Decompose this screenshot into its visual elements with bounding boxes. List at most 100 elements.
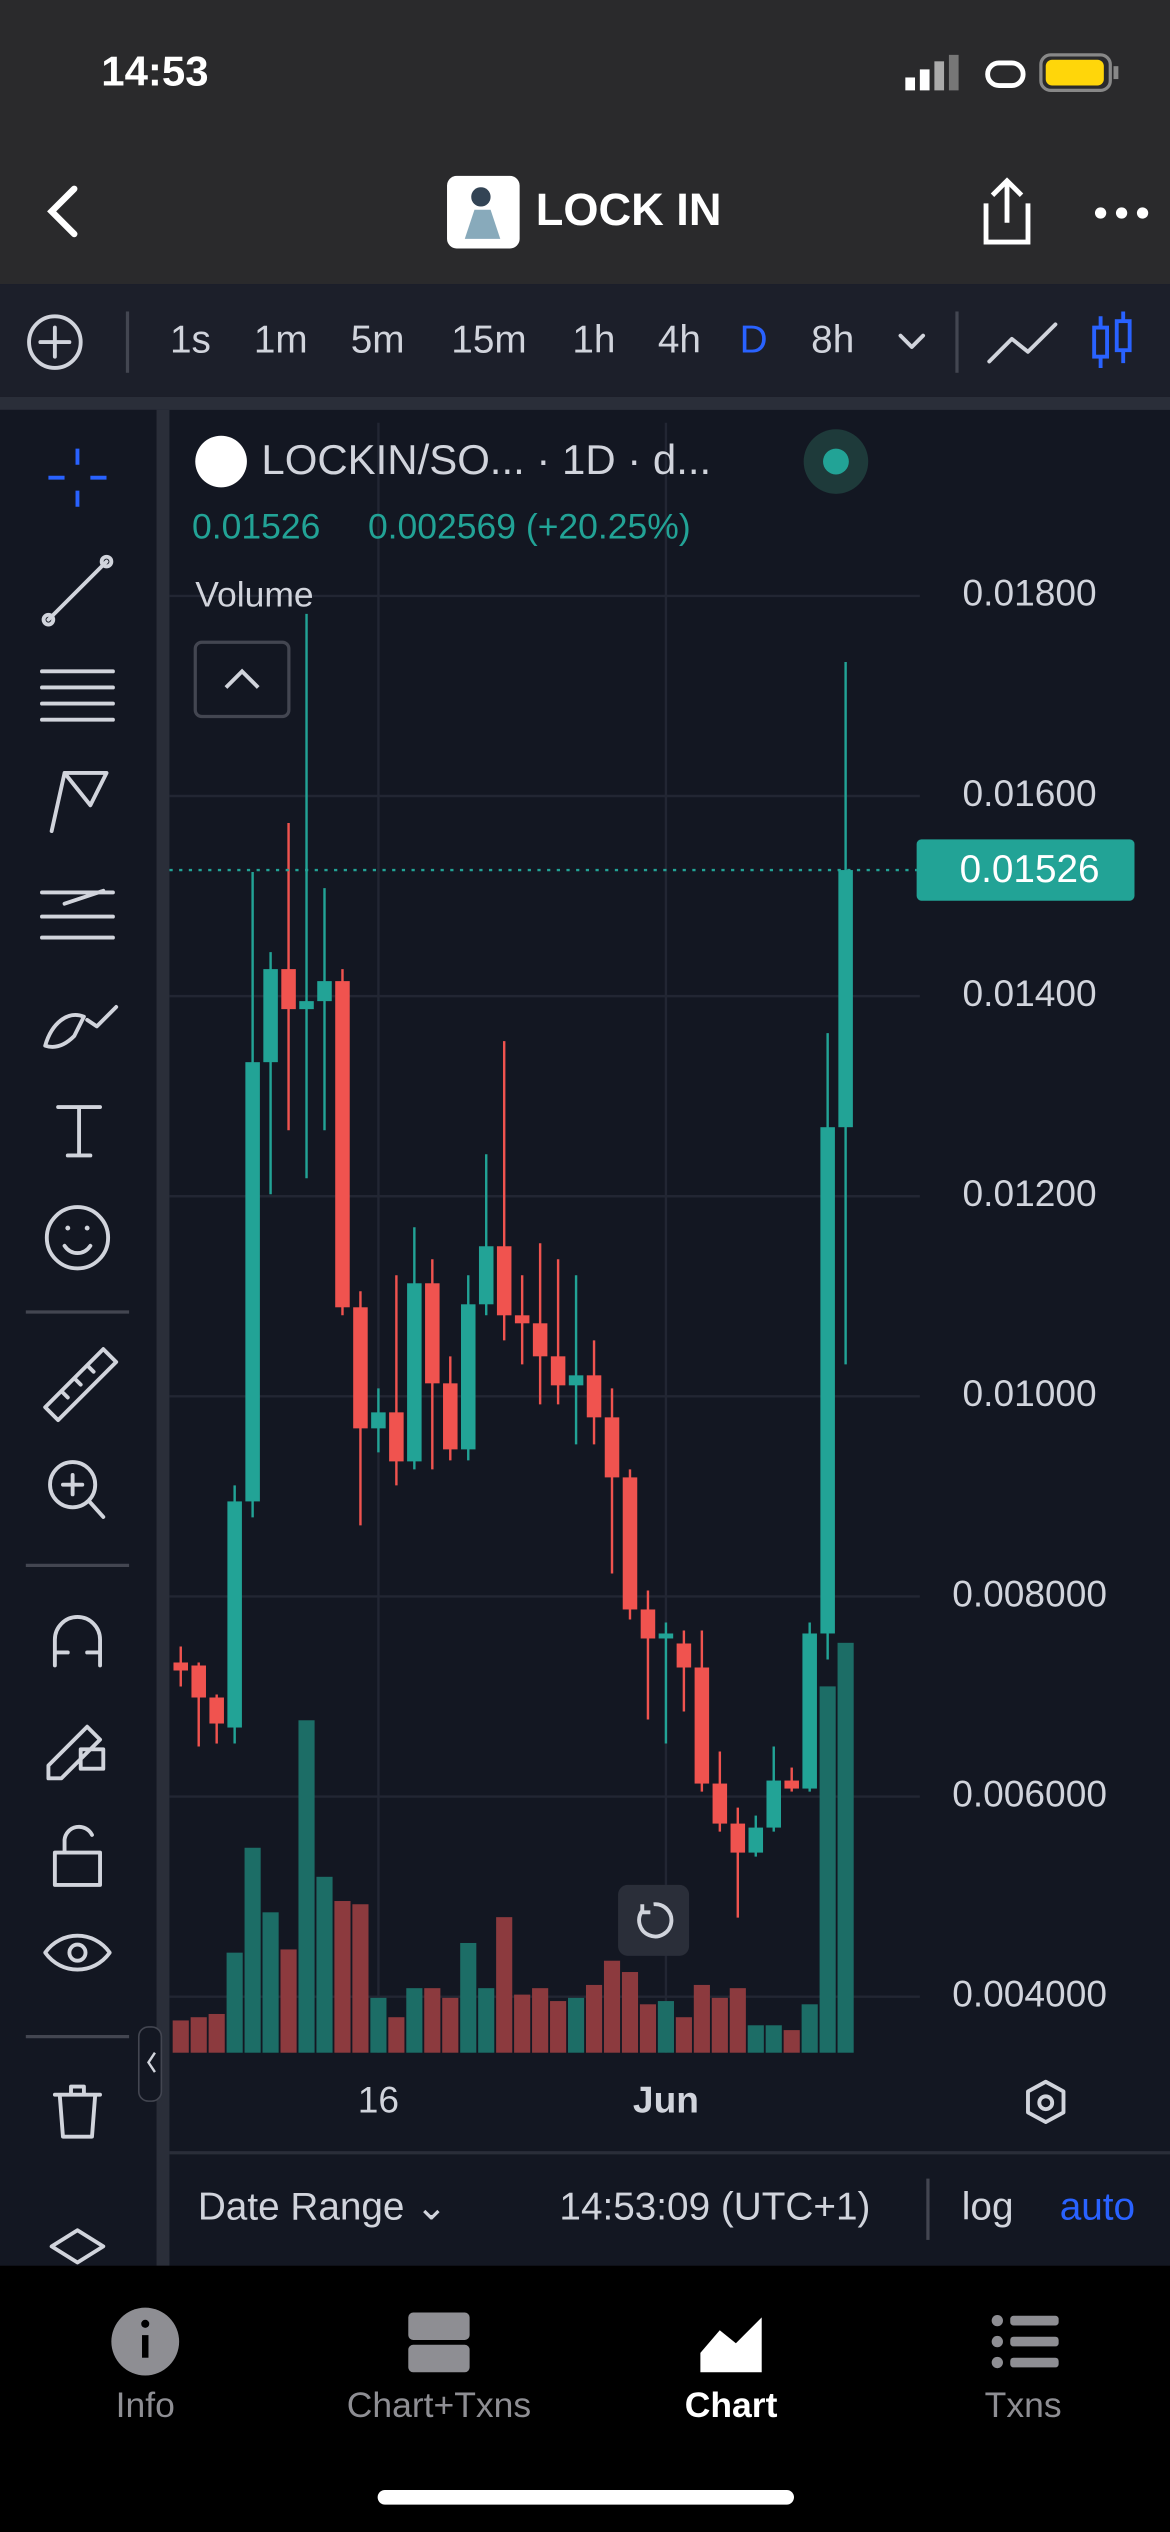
timeframe[interactable]: 5m xyxy=(351,318,405,361)
reset-button[interactable] xyxy=(618,1884,690,1956)
volume-bar xyxy=(765,2025,782,2053)
volume-bar xyxy=(226,1952,243,2053)
last-price-tag xyxy=(916,839,1135,901)
timeframe[interactable]: 15m xyxy=(451,318,526,361)
status-icons xyxy=(905,53,1119,92)
volume-bar xyxy=(370,1997,387,2053)
legend-price: 0.01526 xyxy=(192,507,320,547)
volume-bar xyxy=(675,2017,692,2053)
volume-bar xyxy=(639,2004,657,2053)
candle-body xyxy=(281,969,296,1010)
volume-bar xyxy=(747,2025,764,2053)
candle-body xyxy=(173,1662,189,1671)
tab-label[interactable]: Chart xyxy=(685,2385,778,2425)
collapse-toolbar[interactable] xyxy=(137,2026,163,2102)
legend-symbol: LOCKIN/SO... · 1D · d... xyxy=(261,436,711,483)
candle-body xyxy=(712,1783,728,1824)
volume-label: Volume xyxy=(195,574,313,614)
timeframe-more[interactable] xyxy=(898,333,926,349)
y-tick-label: 0.01400 xyxy=(963,972,1097,1014)
date-range[interactable]: Date Range ⌄ xyxy=(198,2185,448,2228)
y-tick-label: 0.01200 xyxy=(963,1172,1097,1214)
axis-settings[interactable] xyxy=(1026,2079,1066,2125)
header-title: LOCK IN xyxy=(536,184,722,235)
candle-body xyxy=(478,1246,494,1305)
candle-body xyxy=(245,1062,260,1502)
divider xyxy=(156,409,170,2266)
tab-label[interactable]: Info xyxy=(116,2385,175,2425)
y-tick-label: 0.008000 xyxy=(952,1572,1107,1614)
timeframe[interactable]: 8h xyxy=(811,318,854,361)
candle-body xyxy=(748,1827,764,1853)
y-tick-label: 0.004000 xyxy=(952,1972,1107,2014)
share-button[interactable] xyxy=(983,177,1031,245)
tool-separators xyxy=(25,1310,130,2039)
volume-bar xyxy=(262,1912,279,2053)
tab-label[interactable]: Chart+Txns xyxy=(347,2385,531,2425)
candle-chart-button[interactable] xyxy=(1092,311,1132,368)
candle-body xyxy=(658,1633,674,1639)
candle-body xyxy=(371,1412,386,1429)
divider xyxy=(169,2151,1170,2155)
candle-body xyxy=(604,1417,620,1478)
add-indicator[interactable] xyxy=(27,314,83,370)
volume-bar xyxy=(496,1917,513,2053)
candle-body xyxy=(838,870,853,1128)
x-tick-label: Jun xyxy=(633,2079,699,2121)
candle-body xyxy=(299,1001,314,1010)
timeframe[interactable]: 1h xyxy=(572,318,615,361)
candle-body xyxy=(425,1283,440,1384)
timeframe[interactable]: 1s xyxy=(170,318,211,361)
back-button[interactable] xyxy=(47,185,78,238)
y-tick-label: 0.01000 xyxy=(963,1372,1097,1414)
candle-body xyxy=(730,1823,746,1853)
candle-body xyxy=(568,1375,584,1386)
volume-bar xyxy=(424,1988,441,2053)
candle-body xyxy=(407,1283,422,1462)
candle-body xyxy=(263,969,278,1063)
candle-body xyxy=(209,1697,224,1724)
candle-body xyxy=(766,1780,782,1828)
timeframe[interactable]: D xyxy=(740,318,768,361)
y-tick-label: 0.006000 xyxy=(952,1772,1107,1814)
volume-bar xyxy=(532,1988,549,2053)
volume-bar xyxy=(657,2001,674,2053)
volume-bar xyxy=(280,1949,297,2053)
candle-body xyxy=(784,1780,799,1789)
token-logo xyxy=(447,175,520,249)
last-price-label: 0.01526 xyxy=(960,848,1100,891)
volume-bar xyxy=(388,2017,405,2053)
volume-bar xyxy=(568,1997,585,2053)
volume-bar xyxy=(352,1904,369,2053)
volume-bar xyxy=(837,1642,854,2053)
drawing-tools[interactable] xyxy=(40,448,119,2265)
volume-bar xyxy=(460,1942,477,2053)
volume-bar xyxy=(190,2017,207,2053)
volume-bar xyxy=(172,2020,189,2053)
candle-body xyxy=(694,1667,710,1784)
x-tick-label: 16 xyxy=(358,2079,399,2121)
home-indicator xyxy=(377,2490,794,2505)
candle-body xyxy=(335,981,350,1308)
tab-label[interactable]: Txns xyxy=(985,2385,1062,2425)
timeframe[interactable]: 4h xyxy=(658,318,701,361)
candle-body xyxy=(389,1412,404,1462)
candle-body xyxy=(496,1246,512,1316)
auto-toggle[interactable]: auto xyxy=(1060,2185,1135,2228)
volume-bar xyxy=(621,1972,639,2053)
volume-bar xyxy=(478,1988,495,2053)
volume-bar xyxy=(316,1876,333,2053)
volume-bar xyxy=(334,1901,351,2053)
more-button[interactable] xyxy=(1094,207,1149,219)
volume-bar xyxy=(244,1847,261,2053)
candle-body xyxy=(460,1304,476,1450)
line-chart-button[interactable] xyxy=(987,322,1058,364)
candle-body xyxy=(640,1609,656,1639)
volume-bar xyxy=(406,1988,423,2053)
volume-bar xyxy=(783,2030,800,2053)
timeframe[interactable]: 1m xyxy=(254,318,308,361)
candle-body xyxy=(550,1356,566,1386)
candle-body xyxy=(586,1375,602,1418)
log-toggle[interactable]: log xyxy=(962,2185,1014,2228)
